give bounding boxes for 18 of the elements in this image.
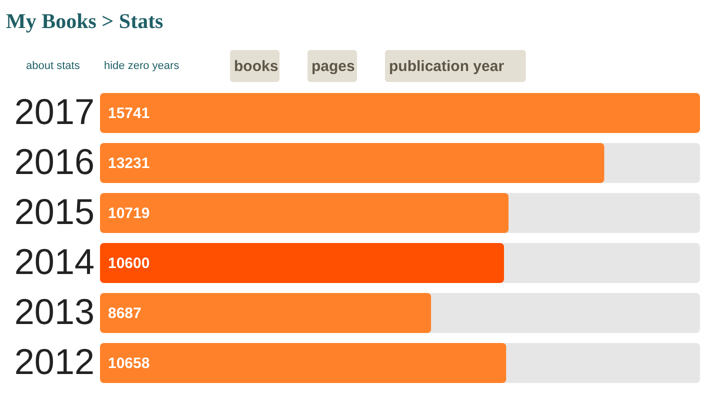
y-tick-label: 2013 [14, 291, 94, 332]
data-label: 10719 [108, 205, 150, 222]
data-label: 10658 [108, 355, 150, 372]
data-label: 10600 [108, 255, 150, 272]
y-tick-label: 2015 [14, 191, 94, 232]
data-label: 13231 [108, 155, 150, 172]
y-tick-label: 2014 [14, 241, 94, 282]
y-tick-label: 2012 [14, 341, 94, 382]
text: hide zero years [104, 60, 180, 72]
y-tick-label: 2017 [14, 91, 94, 132]
y-tick-label: 2016 [14, 141, 94, 182]
data-label: 8687 [108, 305, 142, 322]
text: about stats [26, 60, 80, 72]
text: publication year [389, 58, 504, 75]
chart-title: My Books > Stats [6, 9, 164, 33]
text: pages [312, 58, 355, 75]
data-label: 15741 [108, 105, 150, 122]
text: books [234, 58, 278, 75]
